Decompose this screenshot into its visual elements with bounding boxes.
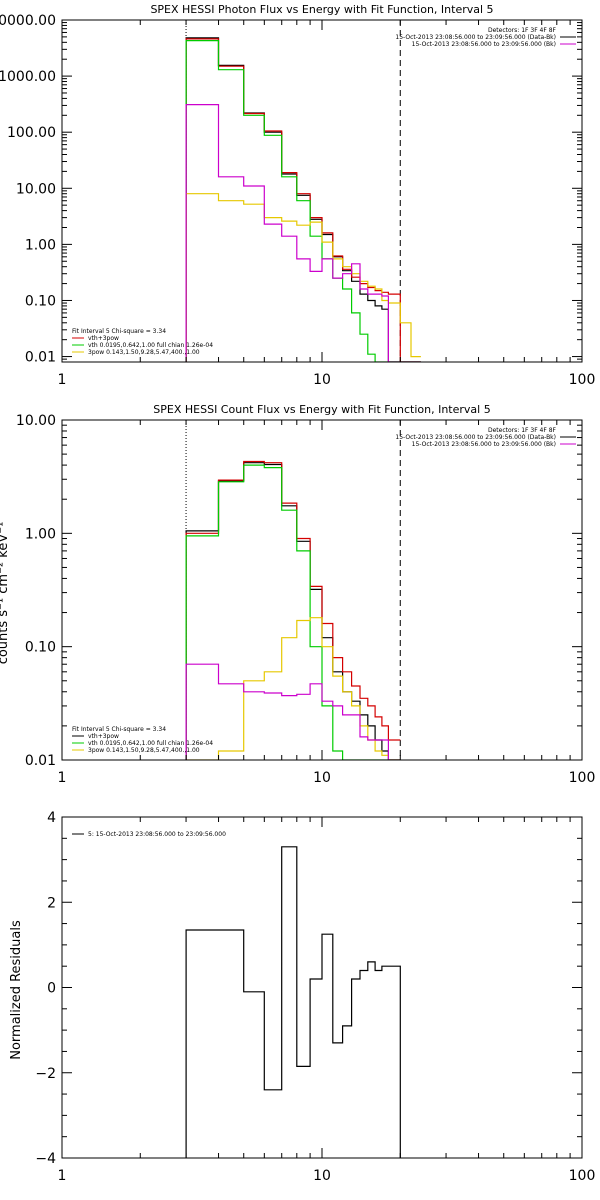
series-powerlaw-line <box>185 193 421 362</box>
count-flux-title: SPEX HESSI Count Flux vs Energy with Fit… <box>153 403 490 416</box>
legend-right-entry-0: Detectors: 1F 3F 4F 8F <box>488 427 557 434</box>
plot-area <box>185 20 421 362</box>
series-total-line <box>185 37 421 362</box>
y-tick-label-1: 1000.00 <box>0 69 56 85</box>
x-tick-label-0: 1 <box>58 770 67 786</box>
photon-flux-panel: SPEX HESSI Photon Flux vs Energy with Fi… <box>0 3 595 388</box>
x-tick-label-2: 100 <box>569 770 596 786</box>
legend-left-entry-1: vth+3pow <box>88 335 119 342</box>
series-powerlaw-line <box>186 617 401 760</box>
x-tick-label-0: 1 <box>58 1168 67 1184</box>
count-flux-y-axis-label: counts s⁻¹ cm⁻² keV⁻¹ <box>0 522 11 665</box>
photon-flux-title: SPEX HESSI Photon Flux vs Energy with Fi… <box>150 3 493 16</box>
legend-left-entry-2: vth 0.0195,0.642,1.00 full chian 1.26e-0… <box>88 342 213 349</box>
x-tick-label-2: 100 <box>569 1168 596 1184</box>
legend-left-entry-3: 3pow 0.143,1.50,9.28,5.47,400.,1.00 <box>88 349 200 356</box>
legend-right-entry-2: 15-Oct-2013 23:08:56.000 to 23:09:56.000… <box>412 441 556 448</box>
y-tick-label-3: 10.00 <box>16 181 56 197</box>
series-background-line <box>185 104 421 362</box>
legend-right-entry-1: 15-Oct-2013 23:08:56.000 to 23:09:56.000… <box>395 434 556 441</box>
x-tick-label-1: 10 <box>313 372 331 388</box>
legend-left-entry-2: vth 0.0195,0.642,1.00 full chian 1.26e-0… <box>88 740 213 747</box>
y-tick-label-4: 1.00 <box>25 237 56 253</box>
x-tick-label-2: 100 <box>569 372 596 388</box>
legend-left-entry-3: 3pow 0.143,1.50,9.28,5.47,400.,1.00 <box>88 747 200 754</box>
legend-left-entry-1: vth+3pow <box>88 733 119 740</box>
x-tick-label-0: 1 <box>58 372 67 388</box>
axes-frame <box>61 816 583 1159</box>
axes-frame <box>61 19 583 363</box>
y-tick-label-2: 0 <box>47 981 56 997</box>
legend-right-entry-0: Detectors: 1F 3F 4F 8F <box>488 27 557 34</box>
series-background-line <box>185 663 401 760</box>
legend-right-entry-1: 15-Oct-2013 23:08:56.000 to 23:09:56.000… <box>395 34 556 41</box>
legend-left-entry-0: Fit Interval 5 Chi-square = 3.34 <box>72 328 166 335</box>
count-flux-panel: SPEX HESSI Count Flux vs Energy with Fit… <box>0 403 595 786</box>
y-tick-label-4: −4 <box>35 1151 56 1167</box>
legend-left-entry-0: Fit Interval 5 Chi-square = 3.34 <box>72 726 166 733</box>
x-tick-label-1: 10 <box>313 1168 331 1184</box>
y-tick-label-2: 100.00 <box>7 125 56 141</box>
y-tick-label-5: 0.10 <box>25 293 56 309</box>
residuals-panel: Normalized Residuals 1 10 100 4 2 0 −2 −4 5: 15-… <box>9 810 595 1184</box>
y-tick-label-2: 0.10 <box>25 640 56 656</box>
series-sum-line <box>185 38 421 362</box>
y-tick-label-3: −2 <box>35 1066 56 1082</box>
y-tick-label-3: 0.01 <box>25 753 56 769</box>
y-tick-label-1: 2 <box>47 895 56 911</box>
y-tick-label-0: 10.00 <box>16 413 56 429</box>
y-tick-label-6: 0.01 <box>25 350 56 366</box>
legend-left-entry-0: 5: 15-Oct-2013 23:08:56.000 to 23:09:56.… <box>88 831 226 838</box>
series-vth-line <box>185 464 401 760</box>
x-tick-label-1: 10 <box>313 770 331 786</box>
series-residual-line <box>185 846 401 1158</box>
plot-area <box>185 420 401 760</box>
series-sum-line <box>185 460 401 760</box>
y-tick-label-1: 1.00 <box>25 526 56 542</box>
residuals-y-axis-label: Normalized Residuals <box>9 920 24 1060</box>
y-tick-label-0: 4 <box>47 810 56 826</box>
legend-right-entry-2: 15-Oct-2013 23:08:56.000 to 23:09:56.000… <box>412 41 556 48</box>
plot-area <box>185 846 401 1158</box>
